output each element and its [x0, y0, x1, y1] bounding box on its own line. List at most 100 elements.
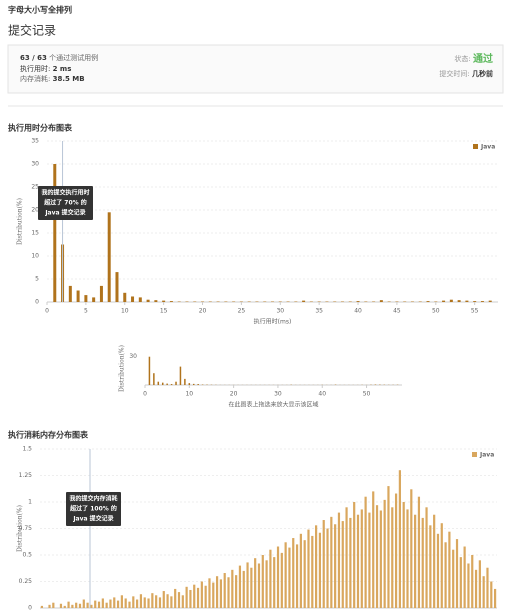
x-tick-label: 0 — [143, 391, 147, 398]
bar — [280, 552, 283, 608]
x-tick-label: 5 — [84, 308, 88, 315]
bar — [449, 299, 453, 302]
status-label: 状态: — [454, 54, 470, 63]
bar — [86, 602, 89, 608]
bar — [139, 594, 143, 608]
time-line: 提交时间: 几秒前 — [439, 69, 493, 78]
bar — [318, 532, 322, 608]
bar — [128, 601, 131, 608]
bar — [375, 505, 379, 608]
bar — [212, 582, 215, 608]
bar — [299, 533, 302, 608]
bar — [166, 383, 168, 385]
problem-name[interactable]: 字母大小写全排列 — [8, 5, 72, 15]
bar — [68, 285, 72, 302]
status: 通过 — [473, 52, 493, 65]
x-tick-label: 35 — [315, 308, 323, 315]
bar — [185, 586, 188, 608]
bar — [67, 601, 70, 608]
bar — [269, 549, 272, 608]
bar — [398, 470, 401, 608]
bar — [174, 588, 177, 608]
bar — [208, 578, 211, 608]
bar — [148, 356, 151, 385]
bar — [394, 493, 398, 608]
bar — [179, 366, 182, 385]
bar — [353, 502, 356, 608]
bar — [337, 512, 341, 608]
bar — [426, 301, 430, 302]
bar — [138, 297, 142, 302]
bar — [82, 599, 85, 608]
bar — [204, 585, 207, 608]
runtime-line: 执行用时: 2 ms — [20, 64, 71, 73]
status-line: 状态: 通过 — [454, 52, 493, 65]
passed-line: 63 / 63 个通过测试用例 — [20, 53, 98, 62]
bar — [436, 533, 440, 608]
bar — [379, 510, 382, 608]
bar — [242, 570, 245, 608]
bar — [265, 560, 268, 608]
bar — [177, 592, 181, 608]
x-tick-label: 10 — [185, 391, 193, 398]
bar — [257, 563, 261, 608]
x-tick-label: 20 — [199, 308, 207, 315]
y-tick-label: 30 — [31, 161, 39, 168]
x-tick-label: 50 — [432, 308, 440, 315]
legend-swatch — [472, 452, 477, 457]
bar — [143, 597, 146, 608]
legend-label: Java — [479, 452, 494, 459]
bar — [101, 598, 104, 608]
bar — [488, 300, 492, 302]
bar — [303, 540, 306, 608]
y-tick-label: 1.25 — [19, 472, 33, 479]
bar — [276, 546, 280, 608]
bar — [184, 378, 186, 385]
annotation-box — [38, 186, 93, 220]
bar — [356, 514, 360, 608]
bar — [169, 301, 173, 302]
bar — [444, 542, 447, 608]
memory: 38.5 MB — [53, 75, 85, 83]
bar — [193, 584, 196, 608]
bar — [433, 514, 436, 608]
bar — [421, 517, 424, 608]
bar — [486, 567, 489, 608]
bar — [92, 297, 96, 302]
bar — [131, 296, 135, 302]
bar — [383, 499, 386, 608]
bar — [455, 539, 459, 608]
bar — [181, 595, 184, 608]
bar — [235, 575, 238, 608]
bar — [311, 535, 314, 608]
bar — [162, 591, 165, 608]
x-tick-label: 15 — [160, 308, 168, 315]
bar — [473, 301, 477, 302]
y-axis-label: Distribution(%) — [17, 198, 24, 245]
annotation-text: 超过了 100% 的 — [69, 505, 117, 513]
bar — [113, 597, 116, 608]
y-tick-label: 0.75 — [19, 525, 33, 532]
x-tick-label: 20 — [230, 391, 238, 398]
bar — [429, 525, 432, 608]
chart-title: 执行用时分布图表 — [8, 123, 73, 133]
y-tick-label: 25 — [31, 184, 39, 191]
passed-label: 个通过测试用例 — [49, 53, 98, 62]
bar — [417, 496, 421, 608]
bar — [254, 558, 257, 608]
bar — [467, 563, 470, 608]
y-tick-label: 20 — [31, 207, 39, 214]
bar — [105, 602, 108, 608]
bar — [116, 600, 120, 608]
bar — [151, 593, 154, 608]
bar — [40, 605, 44, 608]
bar — [448, 531, 451, 608]
annotation-text: 我的提交内存消耗 — [69, 495, 117, 503]
bar — [136, 599, 139, 608]
bar — [48, 604, 51, 608]
legend-swatch — [473, 144, 478, 149]
bar — [465, 300, 469, 302]
bar — [197, 384, 199, 385]
